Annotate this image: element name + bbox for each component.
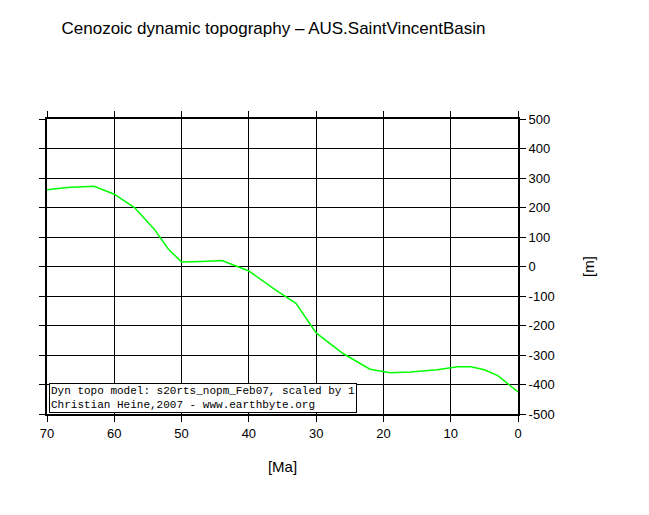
svg-text:Cenozoic dynamic topography –: Cenozoic dynamic topography – AUS.SaintV… <box>62 19 486 38</box>
svg-text:10: 10 <box>443 426 457 441</box>
svg-text:300: 300 <box>529 171 551 186</box>
svg-text:-400: -400 <box>529 377 555 392</box>
svg-text:0: 0 <box>514 426 521 441</box>
svg-text:200: 200 <box>529 200 551 215</box>
svg-text:50: 50 <box>174 426 188 441</box>
svg-text:0: 0 <box>529 259 536 274</box>
svg-text:60: 60 <box>107 426 121 441</box>
svg-text:-200: -200 <box>529 318 555 333</box>
svg-text:[Ma]: [Ma] <box>268 458 297 475</box>
svg-text:-300: -300 <box>529 348 555 363</box>
svg-text:30: 30 <box>309 426 323 441</box>
svg-text:Dyn topo model: s20rts_nopm_Fe: Dyn topo model: s20rts_nopm_Feb07, scale… <box>51 385 355 411</box>
svg-text:-100: -100 <box>529 289 555 304</box>
svg-text:40: 40 <box>242 426 256 441</box>
svg-text:400: 400 <box>529 141 551 156</box>
svg-text:-500: -500 <box>529 407 555 422</box>
svg-text:100: 100 <box>529 230 551 245</box>
svg-text:20: 20 <box>376 426 390 441</box>
svg-text:[m]: [m] <box>580 256 597 277</box>
svg-text:500: 500 <box>529 112 551 127</box>
svg-text:70: 70 <box>40 426 54 441</box>
